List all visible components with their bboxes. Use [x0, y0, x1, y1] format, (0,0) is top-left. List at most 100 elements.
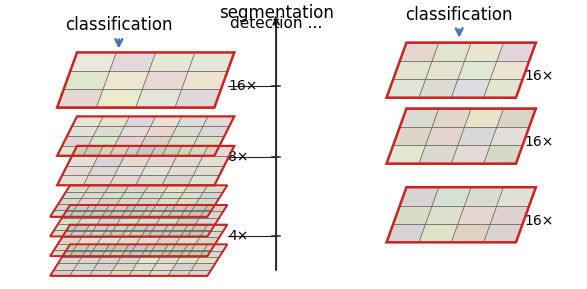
Polygon shape — [109, 250, 133, 256]
Polygon shape — [102, 251, 125, 257]
Polygon shape — [141, 251, 164, 257]
Polygon shape — [153, 204, 176, 210]
Polygon shape — [117, 237, 141, 244]
Polygon shape — [182, 71, 228, 89]
Polygon shape — [151, 116, 182, 126]
Polygon shape — [72, 146, 103, 156]
Polygon shape — [125, 205, 149, 211]
Polygon shape — [54, 244, 77, 250]
Polygon shape — [62, 251, 86, 257]
Polygon shape — [172, 126, 203, 136]
Polygon shape — [117, 218, 141, 224]
Polygon shape — [124, 116, 156, 126]
Polygon shape — [451, 145, 490, 164]
Polygon shape — [195, 237, 220, 244]
Polygon shape — [64, 71, 110, 89]
Polygon shape — [149, 52, 195, 71]
Polygon shape — [66, 225, 90, 231]
Polygon shape — [93, 156, 124, 166]
Polygon shape — [145, 225, 168, 231]
Polygon shape — [62, 211, 86, 218]
Polygon shape — [50, 250, 74, 256]
Polygon shape — [54, 204, 77, 210]
Polygon shape — [133, 204, 156, 210]
Polygon shape — [172, 204, 195, 210]
Polygon shape — [160, 251, 184, 257]
Polygon shape — [192, 224, 215, 230]
Polygon shape — [109, 230, 133, 236]
Polygon shape — [200, 192, 223, 198]
Polygon shape — [497, 187, 536, 205]
Polygon shape — [484, 224, 522, 242]
Polygon shape — [67, 156, 98, 166]
Polygon shape — [110, 146, 141, 156]
Polygon shape — [89, 230, 113, 236]
Polygon shape — [82, 192, 106, 198]
Polygon shape — [464, 42, 504, 61]
Polygon shape — [156, 198, 180, 204]
Polygon shape — [146, 156, 177, 166]
Polygon shape — [172, 263, 195, 270]
Polygon shape — [176, 237, 200, 244]
Polygon shape — [162, 146, 193, 156]
Polygon shape — [133, 224, 156, 230]
Polygon shape — [137, 237, 160, 244]
Text: classification: classification — [406, 6, 513, 24]
Polygon shape — [98, 146, 130, 156]
Polygon shape — [168, 230, 192, 236]
Polygon shape — [168, 250, 192, 256]
Polygon shape — [192, 263, 215, 270]
Text: detection …: detection … — [230, 16, 322, 31]
Polygon shape — [62, 136, 93, 146]
Polygon shape — [58, 257, 82, 263]
Polygon shape — [89, 210, 113, 217]
Polygon shape — [458, 61, 497, 79]
Polygon shape — [86, 185, 109, 192]
Polygon shape — [464, 108, 504, 127]
Polygon shape — [102, 211, 125, 218]
Polygon shape — [145, 244, 168, 251]
Polygon shape — [125, 185, 149, 192]
Polygon shape — [50, 270, 74, 276]
Polygon shape — [62, 166, 93, 175]
Polygon shape — [400, 187, 439, 205]
Polygon shape — [167, 136, 198, 146]
Polygon shape — [86, 244, 109, 251]
Polygon shape — [153, 244, 176, 250]
Polygon shape — [141, 166, 172, 175]
Polygon shape — [458, 127, 497, 145]
Polygon shape — [83, 175, 114, 185]
Polygon shape — [66, 244, 90, 251]
Polygon shape — [176, 257, 200, 263]
Polygon shape — [188, 230, 211, 236]
Polygon shape — [77, 218, 102, 224]
Polygon shape — [393, 127, 432, 145]
Text: 4×: 4× — [228, 229, 249, 243]
Text: 16×: 16× — [525, 69, 554, 83]
Polygon shape — [82, 251, 106, 257]
Polygon shape — [419, 145, 458, 164]
Polygon shape — [113, 263, 137, 270]
Polygon shape — [97, 257, 121, 263]
Text: classification: classification — [65, 16, 173, 34]
Polygon shape — [97, 218, 121, 224]
Polygon shape — [149, 250, 172, 256]
Polygon shape — [82, 211, 106, 218]
Polygon shape — [176, 198, 200, 204]
Polygon shape — [96, 89, 143, 108]
Polygon shape — [143, 71, 188, 89]
Polygon shape — [50, 210, 74, 217]
Polygon shape — [121, 251, 145, 257]
Polygon shape — [393, 205, 432, 224]
Polygon shape — [149, 210, 172, 217]
Polygon shape — [419, 224, 458, 242]
Polygon shape — [102, 231, 125, 237]
Polygon shape — [141, 231, 164, 237]
Polygon shape — [125, 225, 149, 231]
Polygon shape — [432, 42, 471, 61]
Polygon shape — [387, 79, 426, 98]
Polygon shape — [113, 244, 137, 250]
Polygon shape — [106, 185, 129, 192]
Polygon shape — [451, 224, 490, 242]
Polygon shape — [137, 218, 160, 224]
